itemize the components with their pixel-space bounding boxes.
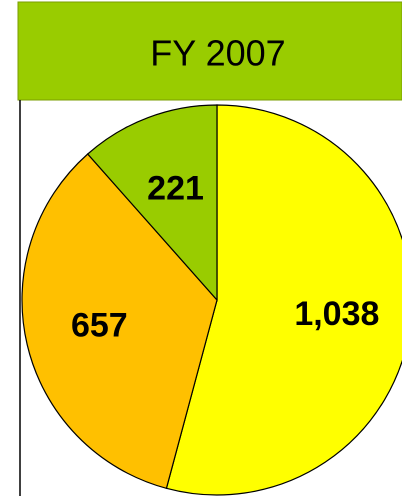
pie-slice [21, 153, 218, 490]
pie-slice [86, 104, 218, 302]
data-label: 1,038 [294, 295, 379, 333]
data-label: 657 [71, 307, 128, 345]
chart-title: FY 2007 [150, 33, 285, 74]
pie-slice [165, 104, 402, 496]
data-label: 221 [147, 170, 204, 208]
title-box [17, 1, 402, 101]
